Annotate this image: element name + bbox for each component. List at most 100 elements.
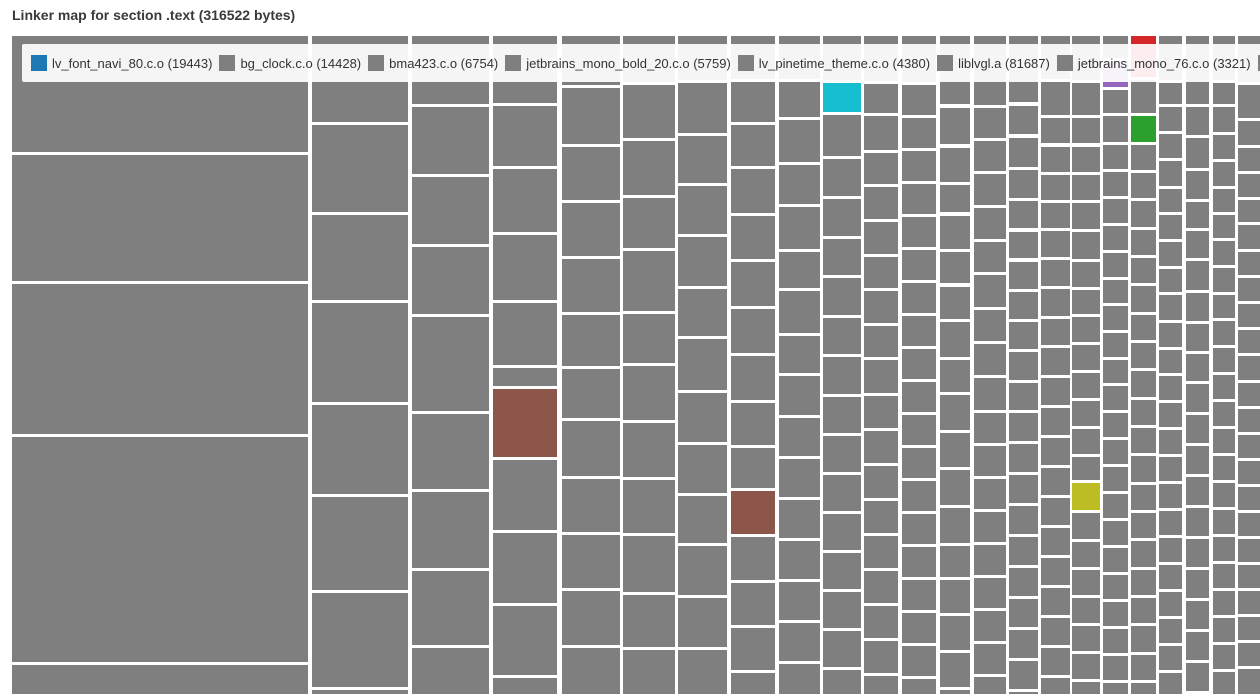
treemap-block: [1159, 295, 1182, 320]
treemap-block: [1009, 138, 1038, 167]
page-title: Linker map for section .text (316522 byt…: [12, 7, 296, 23]
treemap-block: [312, 215, 408, 300]
treemap-block: [1186, 446, 1209, 474]
treemap-block: [1072, 570, 1100, 595]
treemap-block: [731, 583, 775, 625]
treemap-block: [823, 514, 861, 550]
treemap-block: [412, 492, 489, 568]
treemap-block: [1009, 630, 1038, 658]
treemap-block: [1041, 438, 1070, 465]
treemap-block: [1072, 598, 1100, 623]
treemap-block: [1238, 174, 1260, 197]
treemap-block: [1186, 632, 1209, 660]
treemap-block: [1131, 230, 1156, 255]
treemap-block: [1238, 461, 1260, 484]
legend-item: lv_font_navi_80.c.o (19443): [31, 55, 212, 71]
treemap-block: [1238, 409, 1260, 432]
treemap-block: [864, 431, 898, 463]
treemap-block: [1009, 201, 1038, 228]
legend-label: lv_font_navi_80.c.o (19443): [52, 55, 213, 71]
treemap-block: [678, 546, 727, 595]
treemap-block: [1041, 118, 1070, 143]
treemap-block: [902, 184, 936, 214]
treemap-block: [493, 368, 557, 386]
legend-label: liblvgl.a (81687): [958, 55, 1050, 71]
legend-label: jetbrains_mono_76.c.o (3321): [1077, 55, 1251, 71]
legend-label: lv_pinetime_theme.c.o (4380): [758, 55, 931, 71]
treemap-block: [1041, 408, 1070, 435]
treemap-block: [1186, 384, 1209, 412]
treemap-block: [1159, 511, 1182, 535]
treemap-block: [779, 120, 820, 162]
treemap-block: [493, 533, 557, 603]
treemap-block: [1041, 528, 1070, 555]
treemap-block: [12, 437, 308, 662]
treemap-block: [623, 536, 675, 592]
treemap-block: [823, 239, 861, 275]
treemap-block: [731, 403, 775, 445]
treemap-block: [974, 446, 1006, 476]
treemap-block: [1186, 231, 1209, 258]
treemap-block: [1238, 85, 1260, 118]
treemap-block: [1238, 383, 1260, 406]
treemap-block: [1186, 202, 1209, 228]
treemap-block: [562, 315, 620, 366]
treemap-block: [1213, 375, 1235, 399]
treemap-block: [974, 208, 1006, 239]
treemap-block: [864, 187, 898, 219]
treemap-block: [678, 289, 727, 336]
treemap-block: [823, 436, 861, 472]
treemap-block: [1072, 203, 1100, 229]
treemap-block: [1238, 513, 1260, 536]
treemap-block: [1072, 232, 1100, 259]
treemap-block: [493, 303, 557, 365]
treemap-block: [1072, 429, 1100, 454]
treemap-block: [940, 470, 970, 505]
treemap-block: [864, 257, 898, 288]
treemap-block: [1238, 487, 1260, 510]
treemap-block: [823, 357, 861, 394]
treemap-block: [1072, 682, 1100, 694]
legend-swatch: [219, 55, 236, 71]
treemap-block: [1186, 539, 1209, 567]
treemap-block: [1103, 172, 1128, 196]
treemap-block: [1103, 280, 1128, 303]
treemap-block: [1072, 317, 1100, 342]
treemap-block: [412, 571, 489, 645]
legend-swatch: [937, 55, 954, 71]
treemap-block: [1103, 602, 1128, 626]
treemap-block: [940, 508, 970, 543]
treemap-block: [1213, 215, 1235, 238]
treemap-block-olive: [1072, 483, 1100, 510]
legend-label: bma423.c.o (6754): [389, 55, 499, 71]
treemap-block: [1238, 200, 1260, 222]
treemap-block: [974, 378, 1006, 410]
treemap-block: [864, 84, 898, 113]
treemap-block: [1238, 435, 1260, 458]
treemap-block: [1009, 322, 1038, 349]
treemap-block: [1103, 494, 1128, 518]
treemap-block: [1238, 252, 1260, 275]
treemap-block: [1213, 162, 1235, 186]
treemap-block: [1131, 570, 1156, 595]
treemap-block: [678, 496, 727, 543]
treemap-block: [562, 479, 620, 532]
treemap-block: [902, 547, 936, 577]
treemap-block: [1159, 350, 1182, 373]
treemap-block: [1009, 661, 1038, 689]
treemap-block: [779, 291, 820, 333]
treemap-block: [902, 415, 936, 445]
treemap-block: [902, 151, 936, 181]
treemap-block: [1186, 324, 1209, 351]
treemap-block: [731, 673, 775, 694]
treemap-block: [1103, 386, 1128, 410]
treemap-block: [1213, 564, 1235, 588]
treemap-block: [1009, 444, 1038, 472]
treemap-block: [1103, 575, 1128, 599]
treemap-block: [902, 613, 936, 643]
treemap-block: [1186, 354, 1209, 381]
legend-swatch: [31, 55, 47, 71]
treemap-block: [1072, 542, 1100, 567]
treemap-block: [1238, 278, 1260, 301]
treemap-block: [1213, 510, 1235, 534]
